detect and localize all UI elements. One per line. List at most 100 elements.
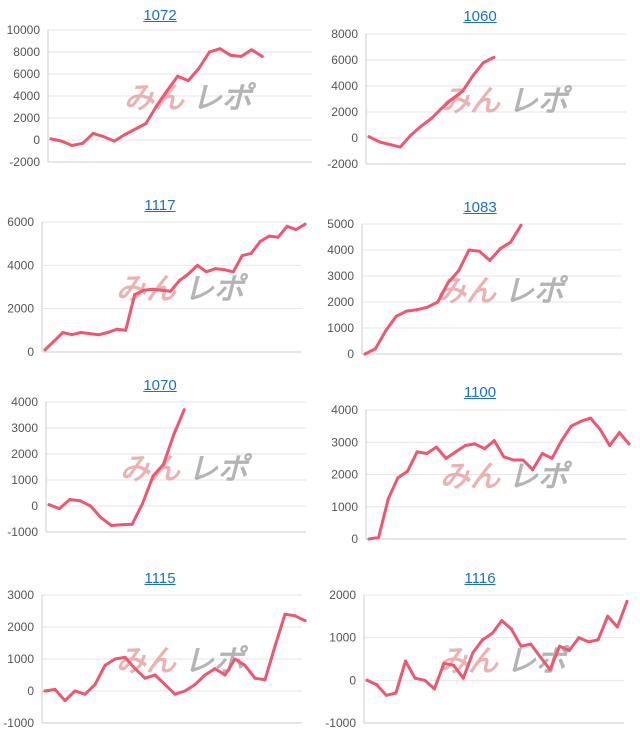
- data-point: [223, 673, 227, 677]
- data-point: [596, 638, 600, 642]
- data-point: [243, 663, 247, 667]
- data-point: [606, 614, 610, 618]
- data-point: [442, 661, 446, 665]
- data-point: [123, 133, 127, 136]
- data-point: [502, 455, 506, 459]
- data-point: [509, 240, 513, 244]
- data-point: [511, 458, 515, 462]
- data-point: [57, 507, 61, 511]
- data-point: [404, 659, 407, 663]
- chart-panel-1083: 1083 0 1000 2000 3000 4000 5000 みん レポ: [320, 190, 640, 370]
- data-point: [488, 258, 492, 262]
- data-point: [133, 293, 137, 297]
- data-point: [467, 248, 471, 252]
- data-point: [70, 333, 74, 337]
- data-point: [141, 501, 145, 505]
- data-point: [560, 439, 564, 443]
- y-tick-label: 3000: [11, 421, 38, 435]
- series-line: [367, 416, 631, 541]
- data-point: [481, 638, 485, 642]
- data-point: [498, 247, 502, 251]
- data-point: [446, 281, 450, 284]
- y-tick-label: 2000: [7, 302, 34, 316]
- data-point: [203, 673, 207, 677]
- y-tick-label: -1000: [325, 716, 356, 730]
- data-point: [425, 452, 429, 455]
- data-point: [97, 333, 101, 337]
- data-point: [598, 427, 602, 431]
- y-tick-label: 0: [351, 131, 358, 145]
- data-point: [103, 663, 107, 667]
- data-point: [384, 693, 388, 697]
- data-point: [112, 139, 116, 143]
- watermark-logo-part2: レポ: [184, 273, 249, 306]
- data-point: [398, 145, 402, 149]
- y-tick-label: 0: [351, 532, 358, 546]
- data-point: [153, 673, 157, 677]
- data-point: [163, 683, 167, 687]
- watermark-logo-part2: レポ: [508, 85, 573, 118]
- chart-title-link[interactable]: 1116: [464, 570, 496, 587]
- data-point: [258, 240, 262, 243]
- data-point: [365, 678, 369, 682]
- data-point: [531, 468, 535, 472]
- data-point: [483, 447, 487, 451]
- y-tick-label: 1000: [7, 652, 34, 666]
- data-point: [567, 649, 571, 652]
- watermark-logo-part2: レポ: [506, 645, 571, 678]
- data-point: [47, 503, 51, 507]
- data-point: [452, 663, 456, 667]
- chart-title-link[interactable]: 1083: [463, 199, 497, 216]
- data-point: [130, 522, 134, 526]
- data-point: [367, 135, 371, 139]
- data-point: [450, 97, 454, 101]
- data-point: [461, 676, 465, 680]
- data-point: [133, 667, 137, 671]
- chart-title-link[interactable]: 1070: [143, 377, 177, 394]
- data-point: [70, 144, 74, 147]
- watermark-logo-part2: レポ: [508, 461, 573, 494]
- data-point: [394, 691, 398, 695]
- data-point: [68, 498, 72, 501]
- y-tick-label: 0: [33, 133, 40, 147]
- data-point: [151, 287, 155, 291]
- data-point: [492, 55, 496, 59]
- data-point: [394, 314, 398, 318]
- series-line: [43, 222, 307, 352]
- data-point: [52, 339, 56, 343]
- chart-title-link[interactable]: 1115: [144, 570, 176, 587]
- data-point: [176, 74, 180, 78]
- chart-title-link[interactable]: 1060: [463, 8, 497, 25]
- data-point: [273, 644, 277, 648]
- data-point: [303, 222, 307, 226]
- data-point: [457, 269, 461, 273]
- y-tick-label: 2000: [327, 295, 354, 309]
- data-point: [207, 50, 211, 54]
- y-tick-label: 1000: [331, 500, 358, 514]
- chart-panel-1100: 1100 0 1000 2000 3000 4000 みん レポ: [320, 375, 640, 565]
- data-point: [473, 442, 477, 446]
- data-point: [73, 689, 77, 693]
- y-tick-label: 4000: [331, 79, 358, 93]
- data-point: [123, 655, 127, 659]
- data-point: [285, 224, 289, 228]
- data-point: [78, 499, 82, 503]
- data-point: [471, 651, 475, 655]
- data-point: [481, 61, 485, 65]
- data-point: [88, 332, 92, 336]
- data-point: [293, 614, 297, 618]
- data-point: [463, 444, 467, 447]
- chart-title-link[interactable]: 1117: [144, 197, 176, 214]
- chart-title-link[interactable]: 1072: [143, 7, 177, 24]
- y-tick-label: 10000: [7, 23, 41, 37]
- data-point: [425, 305, 429, 309]
- data-point: [239, 54, 243, 58]
- y-tick-label: 6000: [331, 53, 358, 67]
- data-point: [283, 612, 287, 616]
- chart-title-link[interactable]: 1100: [463, 384, 497, 401]
- y-tick-label: 4000: [331, 403, 358, 417]
- line-chart: 0 1000 2000 3000 4000 5000 みん レポ: [327, 217, 622, 361]
- data-point: [617, 431, 621, 435]
